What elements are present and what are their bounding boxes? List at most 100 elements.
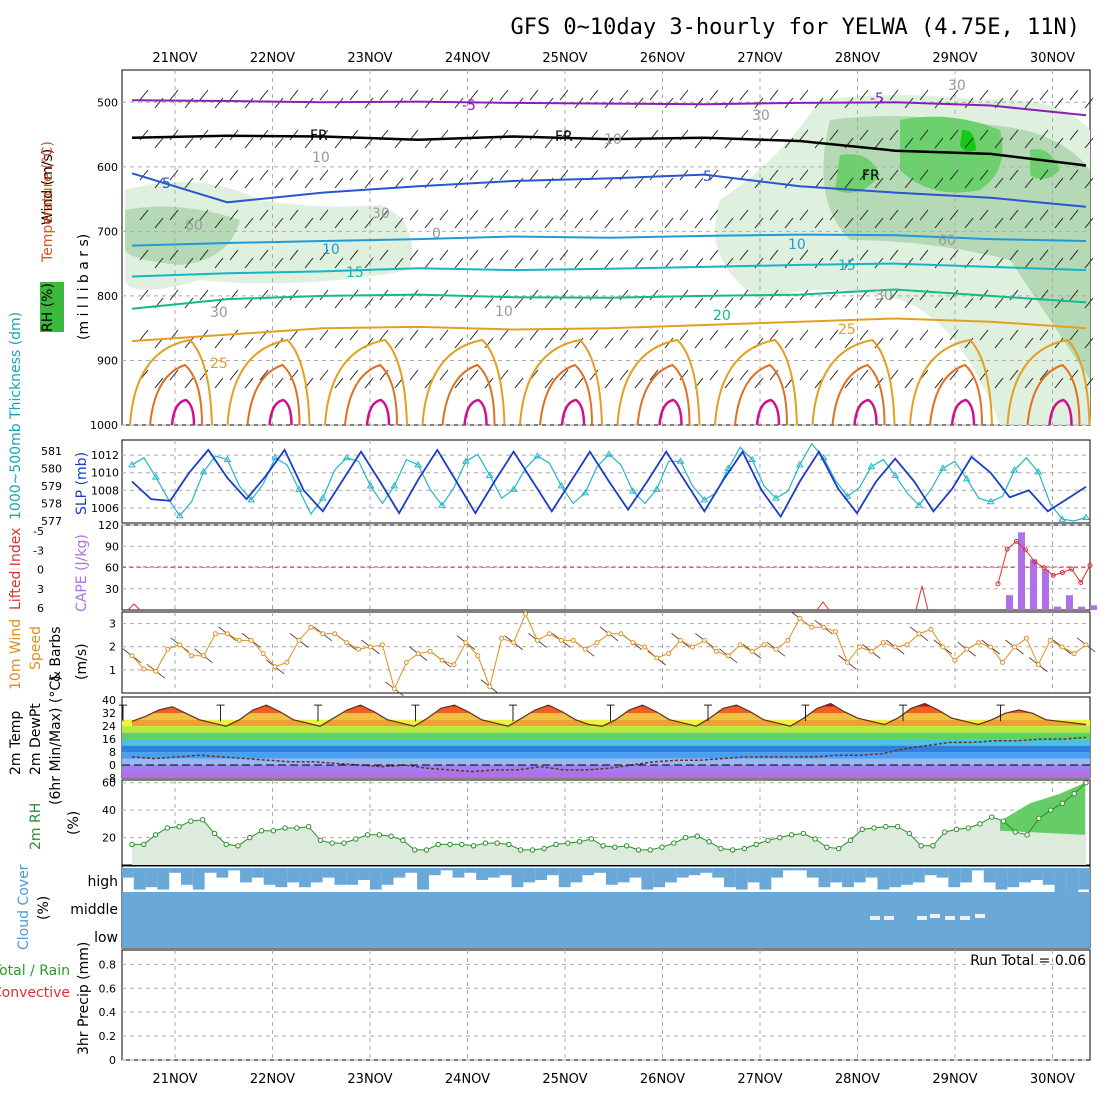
wind-barb [769, 249, 779, 261]
cloud-high-bar [665, 868, 677, 883]
rh2m-marker [953, 826, 960, 833]
wind-barb [859, 209, 869, 221]
cloud-high-bar [688, 868, 701, 876]
wind10-marker [129, 653, 135, 659]
chart-title: GFS 0~10day 3-hourly for YELWA (4.75E, 1… [510, 15, 1080, 40]
wind-barb [154, 377, 164, 389]
rh2m-area-green [1000, 782, 1085, 835]
wind-barb [334, 177, 344, 189]
rh2m-marker [682, 834, 689, 841]
pressure-tick: 900 [97, 354, 118, 367]
wind-barb [244, 377, 254, 389]
temp-contour-30 [929, 363, 983, 426]
thickness-marker [485, 471, 494, 478]
wind-barb [1024, 177, 1034, 189]
wind-barb [319, 89, 329, 101]
temp-contour-25 [909, 338, 993, 426]
wind-barb [829, 89, 839, 101]
rh2m-marker [341, 840, 347, 846]
wind-barb [1069, 209, 1079, 221]
wind-barb [469, 369, 479, 381]
temp-contour-35 [1048, 398, 1073, 426]
wind-barb [874, 177, 884, 189]
wind-barb [679, 249, 689, 261]
wind-barb [139, 329, 149, 341]
thickness-marker [366, 481, 375, 489]
rh2m-tick: 40 [102, 804, 116, 817]
lifted-spike [915, 585, 929, 611]
wind-barb [214, 257, 224, 269]
wind10-marker [260, 651, 266, 657]
cloud-high-bar [830, 868, 843, 883]
rh2m-marker [612, 844, 618, 850]
wind-barb [634, 297, 644, 309]
wind10-marker [320, 631, 326, 637]
wind10-marker [224, 631, 230, 637]
axis-label-cape: CAPE (J/kg) [74, 534, 90, 612]
axis-label-temperature: Temperature (°C) [40, 141, 56, 263]
date-tick-top: 22NOV [250, 51, 295, 66]
rh2m-marker [647, 847, 653, 853]
wind-barb [874, 337, 884, 349]
axis-label-wind10-unit: (m/s) [74, 643, 90, 680]
rh2m-marker [376, 832, 383, 838]
wind-barb [649, 369, 659, 381]
precip-tick: 0.2 [99, 1030, 117, 1043]
wind-barb [589, 329, 599, 341]
rh2m-marker [129, 841, 135, 848]
cloud-high-bar [487, 868, 500, 878]
wind-barb [394, 297, 404, 309]
wind-barb [724, 177, 734, 189]
rh2m-marker [223, 841, 229, 848]
wind10-marker [141, 666, 147, 672]
wind-barb [964, 337, 974, 349]
contour-label: FR [862, 168, 880, 184]
wind-barb [694, 297, 704, 309]
wind-barb [829, 249, 839, 261]
panel-frame [121, 949, 1091, 1061]
lifted-spike [816, 601, 830, 611]
thickness-marker [986, 497, 995, 505]
wind10-marker [475, 653, 481, 659]
rh-legend-bar [40, 282, 64, 332]
rh2m-marker [859, 826, 865, 833]
date-tick-top: 27NOV [737, 51, 782, 66]
wind-barb [814, 257, 824, 269]
cloud-high-bar [735, 868, 748, 890]
wind-barb [994, 377, 1004, 389]
cloud-high-bar [783, 868, 795, 871]
wind-barb [349, 329, 359, 341]
lifted-tick: 3 [37, 583, 44, 596]
cloud-high-bar [629, 868, 642, 878]
thickness-marker [342, 453, 351, 461]
cloud-low-middle [122, 892, 1090, 948]
cloud-high-bar [251, 868, 264, 878]
cloud-gap [945, 916, 955, 920]
date-tick-top: 25NOV [542, 51, 587, 66]
temp-fill-band [132, 706, 1086, 714]
contour-label: 15 [838, 258, 856, 274]
axis-label-millibars: (m i l l i b a r s) [76, 234, 92, 340]
cloud-high-bar [192, 868, 205, 890]
wind-barb [139, 249, 149, 261]
wind-barb [214, 97, 224, 109]
wind-barb [499, 129, 509, 141]
wind-barb [799, 249, 809, 261]
wind-barb [1069, 129, 1079, 141]
wind-barb [154, 137, 164, 149]
wind-barb [499, 369, 509, 381]
wind-barb [439, 369, 449, 381]
wind10-marker [165, 646, 171, 652]
wind10-marker [368, 644, 373, 650]
wind-barb [214, 337, 224, 349]
wind-barb [199, 169, 209, 181]
wind-barb [514, 137, 524, 149]
wind10-marker [391, 686, 397, 692]
wind10-marker [892, 644, 898, 650]
cloud-high-bar [322, 868, 335, 878]
wind-barb [319, 249, 329, 261]
wind-barb [934, 137, 944, 149]
temp-contour-line [131, 317, 1087, 343]
wind-barb [1039, 289, 1049, 301]
wind10-marker [761, 642, 767, 648]
